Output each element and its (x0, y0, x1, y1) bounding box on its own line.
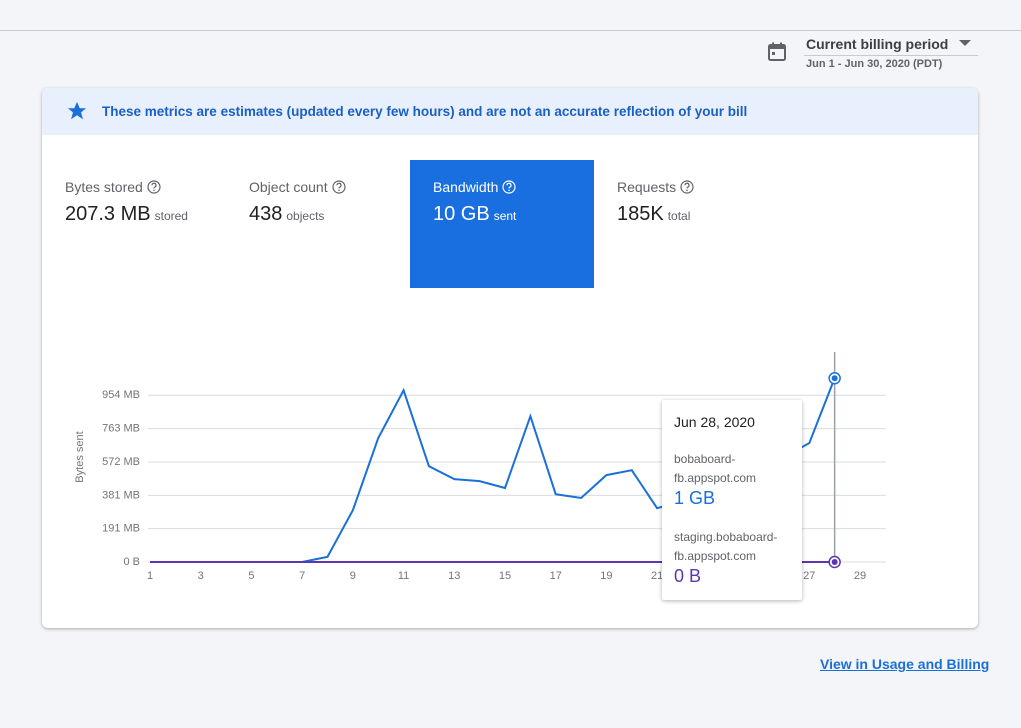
select-underline (804, 55, 978, 56)
y-tick-label: 0 B (123, 556, 140, 568)
metric-unit: objects (286, 209, 325, 223)
metric-unit: sent (493, 209, 517, 223)
tooltip: Jun 28, 2020 bobaboard-fb.appspot.com 1 … (662, 400, 802, 600)
card: These metrics are estimates (updated eve… (42, 88, 978, 628)
x-tick-label: 9 (350, 570, 356, 582)
metric-tile[interactable]: Requests 185K total (594, 160, 778, 288)
metric-value: 10 GB sent (433, 203, 516, 226)
metric-label-text: Bytes stored (65, 179, 143, 195)
help-icon[interactable] (502, 180, 516, 194)
metric-value-text: 207.3 MB (65, 203, 151, 225)
tooltip-date: Jun 28, 2020 (674, 414, 755, 430)
metric-value: 438 objects (249, 203, 324, 226)
metric-label-text: Requests (617, 179, 677, 195)
x-tick-label: 27 (803, 570, 815, 582)
metric-label: Bandwidth (433, 179, 516, 195)
x-tick-label: 29 (854, 570, 866, 582)
y-tick-label: 954 MB (102, 389, 140, 401)
y-tick-label: 763 MB (102, 423, 140, 435)
x-tick-label: 3 (198, 570, 204, 582)
y-tick-label: 572 MB (102, 456, 140, 468)
banner-text: These metrics are estimates (updated eve… (102, 104, 748, 119)
hover-point-core (831, 375, 838, 382)
metric-value-text: 10 GB (433, 203, 490, 225)
tooltip-value: 1 GB (674, 488, 716, 508)
y-axis-label: Bytes sent (74, 431, 86, 482)
x-tick-label: 15 (499, 570, 511, 582)
metric-value-text: 438 (249, 203, 283, 225)
x-tick-label: 13 (448, 570, 460, 582)
metric-label-text: Object count (249, 179, 328, 195)
help-icon[interactable] (147, 180, 161, 194)
metric-label: Object count (249, 179, 346, 195)
y-tick-label: 381 MB (102, 489, 140, 501)
metric-value: 185K total (617, 203, 690, 226)
dropdown-arrow[interactable] (959, 40, 971, 48)
tooltip-series-name: bobaboard-fb.appspot.com (674, 452, 757, 485)
star-icon (67, 101, 87, 120)
x-tick-label: 17 (550, 570, 562, 582)
metric-tile[interactable]: Bandwidth 10 GB sent (410, 160, 594, 288)
x-tick-label: 5 (248, 570, 254, 582)
period-range: Jun 1 - Jun 30, 2020 (PDT) (806, 58, 943, 70)
banner: These metrics are estimates (updated eve… (42, 88, 978, 135)
metric-unit: total (667, 209, 691, 223)
metric-label: Bytes stored (65, 179, 161, 195)
x-tick-label: 11 (398, 570, 409, 582)
x-tick-label: 19 (600, 570, 612, 582)
chart: Bytes sent 0 B 191 MB 381 MB 572 MB 763 MB 954… (74, 352, 886, 582)
calendar-icon (768, 42, 786, 61)
metric-label: Requests (617, 179, 694, 195)
x-tick-label: 21 (651, 570, 663, 582)
metric-label-text: Bandwidth (433, 179, 499, 195)
metric-tile[interactable]: Bytes stored 207.3 MB stored (42, 160, 226, 288)
divider (0, 30, 1021, 31)
tooltip-value: 0 B (674, 566, 702, 586)
usage-billing-link[interactable]: View in Usage and Billing (820, 656, 990, 672)
metric-value-text: 185K (617, 203, 664, 225)
metric-tile[interactable]: Object count 438 objects (226, 160, 410, 288)
help-icon[interactable] (332, 180, 346, 194)
x-tick-label: 7 (299, 570, 305, 582)
help-icon[interactable] (680, 180, 694, 194)
hover-point-core (831, 559, 838, 565)
y-tick-label: 191 MB (102, 523, 140, 535)
period-label[interactable]: Current billing period (806, 36, 949, 52)
tooltip-series-name: staging.bobaboard-fb.appspot.com (674, 530, 778, 563)
x-tick-label: 1 (147, 570, 153, 582)
metric-unit: stored (154, 209, 188, 223)
metric-value: 207.3 MB stored (65, 203, 188, 226)
